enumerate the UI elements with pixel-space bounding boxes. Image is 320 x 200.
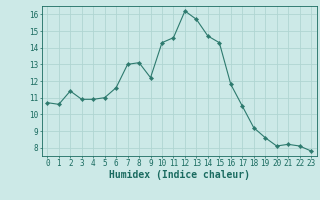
X-axis label: Humidex (Indice chaleur): Humidex (Indice chaleur) <box>109 170 250 180</box>
